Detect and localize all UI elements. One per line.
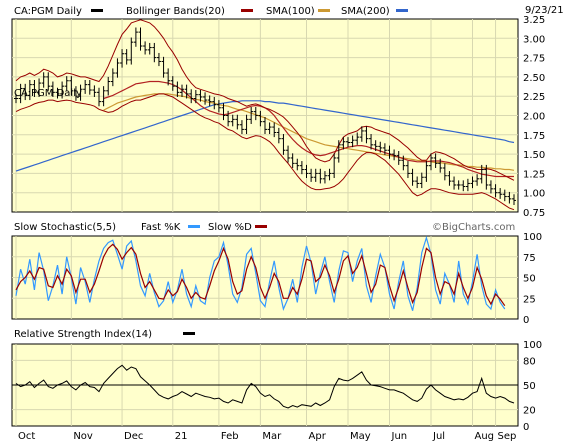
legend-bollinger: Bollinger Bands(20): [126, 6, 225, 17]
x-tick-label: Mar: [262, 431, 282, 442]
ticker-overlay: CA:PGM Daily: [14, 88, 82, 99]
legend-sma200: SMA(200): [341, 6, 390, 17]
legend-swatch-sma100: [241, 9, 253, 12]
stochastic-axis-ticks: 100 75 50 25 0: [523, 232, 542, 326]
rsi-tick-label: 80: [523, 356, 536, 367]
price-legend: CA:PGM Daily Bollinger Bands(20) SMA(100…: [14, 5, 564, 17]
x-tick-label: Aug: [475, 431, 495, 442]
stochastic-tick-label: 25: [523, 294, 536, 305]
stoch-legend-fastk: Fast %K: [141, 222, 181, 233]
price-tick-label: 1.00: [523, 189, 545, 200]
x-tick-label: Apr: [309, 431, 327, 442]
slow-d-line: [15, 243, 506, 307]
legend-swatch-price: [91, 9, 103, 12]
x-tick-label: May: [350, 431, 371, 442]
rsi-tick-label: 100: [523, 340, 542, 351]
price-tick-label: 1.75: [523, 131, 545, 142]
x-tick-label: Nov: [73, 431, 93, 442]
price-axis-ticks: 3.25 3.00 2.75 2.50 2.25 2.00 1.75 1.50 1.25 1.00…: [523, 15, 545, 219]
price-tick-label: 3.25: [523, 15, 545, 26]
price-tick-label: 2.75: [523, 54, 545, 65]
price-tick-label: 2.50: [523, 73, 545, 84]
stoch-legend-title: Slow Stochastic(5,5): [14, 222, 116, 233]
stochastic-tick-label: 0: [523, 315, 529, 326]
chart-date: 9/23/21: [525, 5, 564, 16]
legend-ticker: CA:PGM Daily: [14, 6, 82, 17]
legend-swatch-blue: [396, 9, 408, 12]
price-tick-label: 0.75: [523, 208, 545, 219]
price-tick-label: 1.25: [523, 169, 545, 180]
rsi-axis-ticks: 100 80 50 20 0: [523, 340, 542, 433]
sma200-line: [103, 93, 515, 171]
stoch-legend-slowd: Slow %D: [208, 222, 252, 233]
legend-swatch-sma200: [318, 9, 330, 12]
stochastic-series: [15, 235, 506, 311]
watermark: ©BigCharts.com: [432, 222, 515, 233]
sma100-line: [103, 80, 514, 178]
legend-swatch-slowd: [255, 225, 267, 228]
bollinger-lower-line: [15, 93, 515, 211]
x-tick-label: Jul: [432, 431, 445, 442]
x-tick-label: Jun: [391, 431, 408, 442]
fast-k-line: [15, 235, 506, 311]
x-tick-label: Feb: [221, 431, 239, 442]
rsi-tick-label: 20: [523, 406, 536, 417]
legend-swatch-rsi: [183, 332, 195, 335]
price-gridlines: [12, 19, 518, 212]
x-tick-label: 21: [175, 431, 188, 442]
stochastic-tick-label: 50: [523, 274, 536, 285]
rsi-legend-title: Relative Strength Index(14): [14, 329, 152, 340]
price-tick-label: 1.50: [523, 150, 545, 161]
rsi-tick-label: 0: [523, 422, 529, 433]
stochastic-tick-label: 100: [523, 232, 542, 243]
rsi-tick-label: 50: [523, 381, 536, 392]
x-tick-label: Oct: [18, 431, 35, 442]
x-tick-label: Dec: [124, 431, 143, 442]
stochastic-tick-label: 75: [523, 253, 536, 264]
x-axis-ticks: Oct Nov Dec 21 Feb Mar Apr May Jun Jul Aug Sep: [18, 431, 516, 442]
legend-sma100: SMA(100): [266, 6, 315, 17]
price-tick-label: 2.25: [523, 92, 545, 103]
price-series: [14, 19, 516, 211]
legend-swatch-fastk: [188, 225, 200, 228]
rsi-series: [12, 364, 518, 409]
price-tick-label: 3.00: [523, 34, 545, 45]
blue-sma-line: [15, 100, 515, 172]
price-tick-label: 2.00: [523, 112, 545, 123]
rsi-line: [15, 364, 515, 409]
x-tick-label: Sep: [498, 431, 517, 442]
